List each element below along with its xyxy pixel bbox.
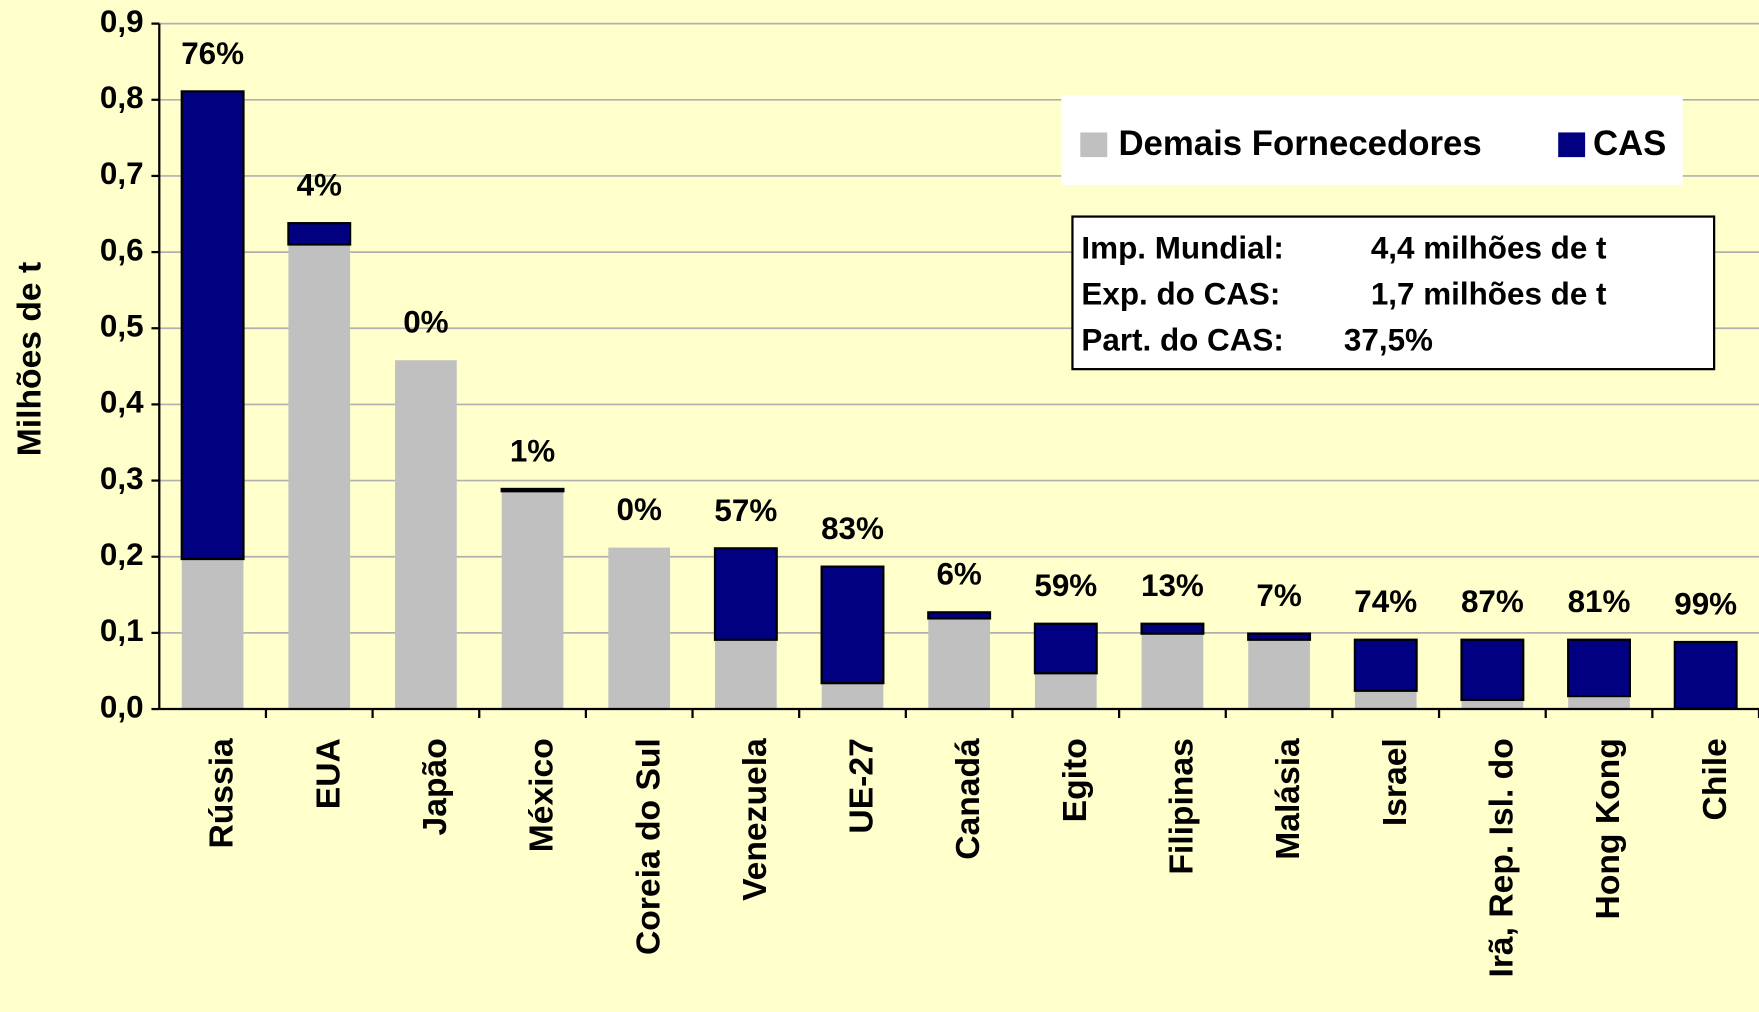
bar-segment: [181, 559, 244, 710]
share-label: 83%: [821, 511, 884, 546]
y-tick-label: 0,4: [100, 385, 144, 420]
bar-segment: [927, 611, 992, 620]
x-tick-label: Filipinas: [1164, 738, 1201, 874]
bar-segment: [715, 639, 777, 710]
x-tick-label: Japão: [417, 738, 454, 835]
x-tick-label: Canadá: [950, 738, 987, 860]
bar-segment: [1141, 633, 1204, 710]
share-label: 6%: [936, 557, 981, 592]
x-tick-label: Irã, Rep. Isl. do: [1483, 738, 1520, 977]
share-label: 59%: [1034, 568, 1097, 603]
bar-segment: [1567, 638, 1632, 698]
bar-segment: [1673, 640, 1738, 710]
bar-segment: [1140, 622, 1205, 635]
x-tick-label: Chile: [1697, 738, 1734, 820]
bar-segment: [501, 491, 564, 710]
bar-segment: [820, 565, 885, 685]
legend-label: Demais Fornecedores: [1118, 125, 1481, 163]
x-tick-label: Israel: [1377, 738, 1414, 826]
bar-segment: [287, 222, 352, 246]
x-tick-label: Rússia: [204, 738, 241, 849]
share-label: 76%: [181, 36, 244, 71]
y-axis-label: Milhões de t: [11, 262, 48, 456]
y-tick-label: 0,0: [100, 689, 144, 724]
bar-segment: [500, 487, 565, 493]
y-tick-label: 0,1: [100, 613, 144, 648]
share-label: 0%: [617, 492, 662, 527]
bar-segment: [608, 547, 671, 710]
info-box: [1071, 215, 1716, 371]
y-tick-label: 0,9: [100, 4, 144, 39]
legend-label: CAS: [1593, 125, 1666, 163]
x-tick-label: Malásia: [1270, 738, 1307, 860]
share-label: 4%: [297, 168, 342, 203]
share-label: 87%: [1461, 584, 1524, 619]
info-label: Exp. do CAS:: [1081, 277, 1280, 312]
bar-segment: [1353, 638, 1418, 692]
bar-segment: [395, 360, 457, 710]
bar-segment: [1568, 696, 1630, 710]
legend-swatch: [1558, 132, 1586, 158]
y-tick-label: 0,3: [100, 461, 144, 496]
x-tick-label: Hong Kong: [1590, 738, 1627, 919]
share-label: 81%: [1568, 584, 1631, 619]
info-label: Part. do CAS:: [1081, 323, 1283, 358]
legend-swatch: [1080, 132, 1108, 158]
bar-segment: [1354, 690, 1417, 710]
x-tick-label: Coreia do Sul: [630, 738, 667, 955]
x-tick-label: Egito: [1057, 738, 1094, 822]
bar-segment: [1460, 638, 1525, 702]
bar-segment: [1033, 622, 1098, 675]
bar-segment: [1034, 673, 1097, 710]
x-tick-label: EUA: [310, 738, 347, 809]
y-tick-label: 0,5: [100, 309, 144, 344]
info-value: 4,4 milhões de t: [1371, 231, 1607, 266]
bar-segment: [180, 90, 245, 561]
info-value: 37,5%: [1344, 323, 1433, 358]
info-value: 1,7 milhões de t: [1371, 277, 1607, 312]
bar-segment: [1248, 639, 1310, 710]
info-label: Imp. Mundial:: [1081, 231, 1283, 266]
share-label: 0%: [403, 305, 448, 340]
bar-segment: [1461, 699, 1524, 710]
share-label: 57%: [714, 493, 777, 528]
y-tick-label: 0,2: [100, 537, 144, 572]
y-tick-label: 0,7: [100, 156, 144, 191]
share-label: 7%: [1256, 578, 1301, 613]
share-label: 1%: [510, 433, 555, 468]
y-tick-label: 0,6: [100, 232, 144, 267]
y-tick-label: 0,8: [100, 80, 144, 115]
bar-segment: [288, 244, 351, 710]
share-label: 13%: [1141, 568, 1204, 603]
bar-segment: [1247, 632, 1312, 641]
bar-segment: [928, 618, 990, 710]
bar-segment: [821, 683, 884, 710]
x-tick-label: México: [524, 738, 561, 852]
share-label: 74%: [1354, 584, 1417, 619]
share-label: 99%: [1674, 586, 1737, 621]
x-tick-label: UE-27: [844, 738, 881, 833]
x-tick-label: Venezuela: [737, 738, 774, 901]
bar-segment: [713, 547, 778, 641]
